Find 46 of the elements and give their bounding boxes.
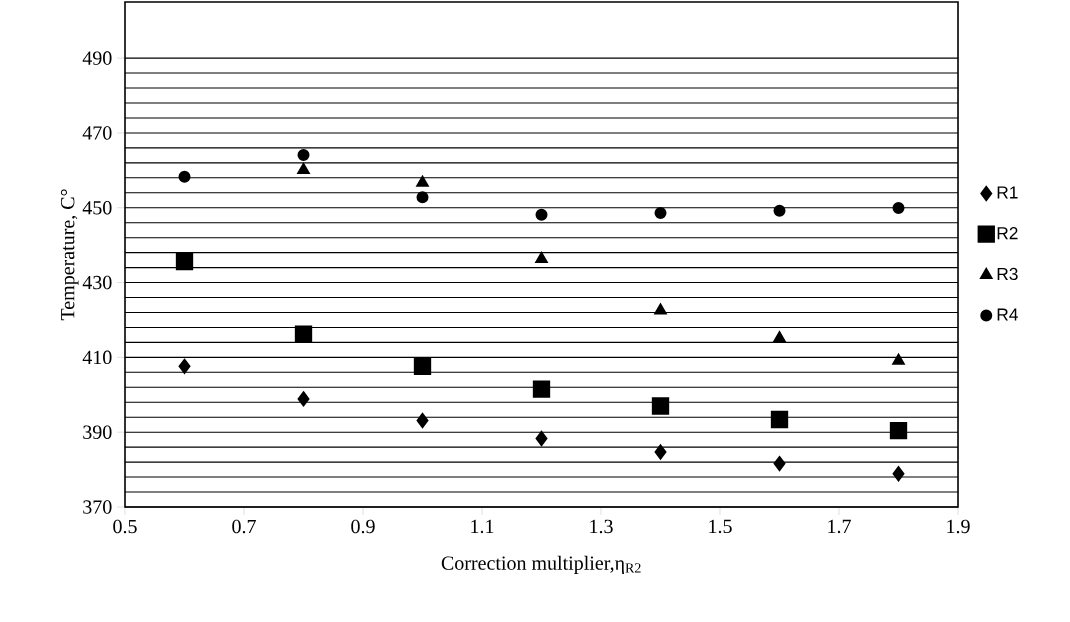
y-tick-label: 410: [82, 350, 112, 365]
point: [535, 252, 548, 263]
y-axis-title: Temperature, C°: [60, 189, 79, 321]
point: [770, 410, 789, 429]
legend-label: R2: [997, 227, 1018, 240]
point: [297, 391, 310, 407]
point: [178, 359, 191, 374]
point: [654, 303, 667, 315]
point: [654, 444, 667, 460]
x-tick-label: 1.7: [828, 519, 851, 534]
x-axis-title: Correction multiplier,η$_{R2}$: [441, 555, 641, 574]
point: [416, 191, 429, 204]
point: [297, 163, 310, 174]
point: [889, 422, 908, 440]
point: [535, 431, 548, 446]
point: [651, 397, 670, 415]
point: [535, 208, 548, 221]
point: [532, 380, 551, 398]
point: [294, 325, 313, 343]
y-tick-label: 450: [82, 200, 112, 215]
legend-label: R4: [997, 308, 1018, 321]
y-tick-label: 370: [83, 500, 112, 514]
point: [416, 413, 429, 428]
point: [892, 466, 905, 482]
y-tick-label: 430: [82, 275, 112, 290]
legend-label: R1: [997, 186, 1018, 199]
y-tick-label: 470: [82, 126, 112, 140]
x-tick-label: 1.1: [471, 519, 494, 534]
point: [297, 148, 310, 161]
legend-label: R3: [997, 267, 1018, 281]
point: [892, 202, 905, 215]
point: [178, 170, 191, 183]
x-tick-label: 0.7: [232, 519, 256, 534]
point: [175, 252, 194, 271]
x-tick-label: 0.9: [351, 519, 375, 534]
point: [773, 456, 786, 471]
x-tick-label: 1.9: [947, 519, 970, 534]
x-tick-label: 1.3: [590, 519, 613, 534]
y-tick-label: 490: [82, 51, 112, 65]
y-tick-label: 390: [83, 425, 112, 439]
point: [773, 204, 786, 217]
x-tick-label: 0.5: [113, 519, 137, 534]
point: [654, 206, 667, 219]
point: [413, 357, 432, 376]
point: [773, 331, 786, 343]
x-tick-label: 1.5: [709, 519, 732, 534]
